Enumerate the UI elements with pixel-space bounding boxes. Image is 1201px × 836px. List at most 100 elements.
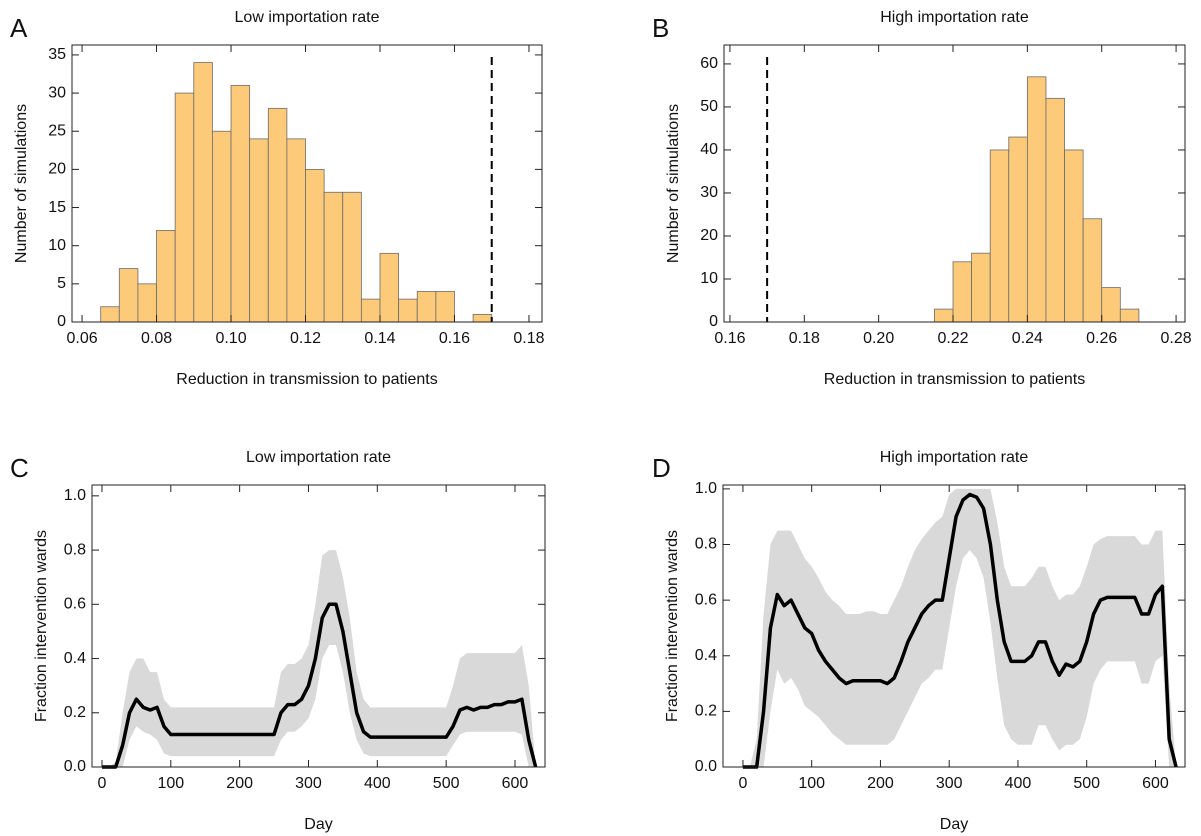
x-tick-label: 300: [295, 775, 322, 792]
y-tick-label: 1.0: [695, 480, 717, 497]
x-tick-label: 0.14: [364, 330, 395, 347]
x-tick-label: 100: [157, 775, 184, 792]
y-tick-label: 30: [700, 184, 718, 201]
bar: [323, 191, 344, 323]
y-tick-label: 25: [48, 122, 66, 139]
bar: [1064, 149, 1084, 323]
y-tick-label: 20: [48, 161, 66, 178]
y-tick-label: 0.0: [695, 758, 717, 775]
y-tick-label: 1.0: [64, 487, 86, 504]
x-tick-label: 0: [98, 775, 107, 792]
y-axis-label: Number of simulations: [665, 104, 682, 263]
bar: [379, 252, 400, 323]
x-tick-label: 0.22: [937, 330, 968, 347]
bar: [174, 92, 195, 323]
bar: [416, 291, 437, 323]
y-tick-label: 0.4: [64, 650, 86, 667]
y-axis-label: Number of simulations: [13, 104, 30, 263]
range-band: [742, 488, 1177, 767]
bar: [118, 268, 139, 323]
x-tick-label: 0.12: [290, 330, 321, 347]
bar: [342, 191, 362, 323]
panel-label: B: [652, 13, 669, 43]
panel-label: A: [10, 13, 28, 43]
x-tick-label: 200: [867, 775, 894, 792]
y-tick-label: 0.0: [64, 758, 86, 775]
x-tick-label: 200: [226, 775, 253, 792]
bar: [249, 138, 269, 323]
x-tick-label: 0.16: [714, 330, 745, 347]
y-tick-label: 10: [700, 270, 718, 287]
y-axis-label: Fraction intervention wards: [664, 530, 681, 722]
bar: [1101, 287, 1121, 323]
y-tick-label: 0: [57, 313, 66, 330]
x-tick-label: 0.18: [789, 330, 820, 347]
x-tick-label: 0.06: [66, 330, 97, 347]
mean-line: [742, 492, 1178, 769]
x-tick-label: 0.08: [141, 330, 172, 347]
y-tick-label: 30: [48, 84, 66, 101]
bar: [952, 261, 973, 323]
bar: [360, 298, 381, 323]
y-tick-label: 0.2: [64, 704, 86, 721]
chart-title: Low importation rate: [246, 449, 391, 466]
plot-frame: [722, 484, 1186, 768]
x-axis-label: Reduction in transmission to patients: [176, 371, 437, 388]
bar: [305, 168, 325, 323]
y-tick-label: 0.8: [695, 536, 717, 553]
x-tick-label: 0.26: [1086, 330, 1117, 347]
x-tick-label: 0.20: [863, 330, 894, 347]
bar: [137, 283, 157, 323]
y-tick-label: 50: [700, 98, 718, 115]
bar: [230, 85, 251, 323]
panel-label: D: [652, 453, 671, 483]
y-tick-label: 10: [48, 237, 66, 254]
x-tick-label: 600: [502, 775, 529, 792]
chart-title: High importation rate: [880, 9, 1029, 26]
x-tick-label: 500: [433, 775, 460, 792]
x-tick-label: 500: [1073, 775, 1100, 792]
x-tick-label: 0.24: [1012, 330, 1043, 347]
x-tick-label: 400: [1005, 775, 1032, 792]
plot-frame: [723, 44, 1186, 323]
x-axis-label: Day: [940, 816, 968, 833]
x-tick-label: 0.28: [1161, 330, 1192, 347]
chart-title: Low importation rate: [235, 9, 380, 26]
x-tick-label: 0.16: [439, 330, 470, 347]
bar: [100, 306, 120, 323]
y-axis-label: Fraction intervention wards: [33, 530, 50, 722]
bar: [267, 107, 288, 323]
x-tick-label: 300: [936, 775, 963, 792]
panel-label: C: [10, 453, 29, 483]
x-tick-label: 0.18: [513, 330, 544, 347]
bar: [286, 138, 306, 323]
y-tick-label: 20: [700, 227, 718, 244]
bar: [435, 291, 455, 323]
chart-title: High importation rate: [880, 449, 1029, 466]
x-tick-label: 400: [364, 775, 391, 792]
bar: [1026, 76, 1047, 323]
mean-line: [101, 602, 538, 769]
bar: [934, 308, 954, 323]
x-tick-label: 0.10: [215, 330, 246, 347]
y-tick-label: 0.4: [695, 647, 717, 664]
y-tick-label: 40: [700, 141, 718, 158]
bar: [398, 298, 418, 323]
y-tick-label: 0.6: [695, 591, 717, 608]
range-band: [101, 550, 536, 767]
bar: [1045, 97, 1065, 323]
x-axis-label: Reduction in transmission to patients: [824, 371, 1085, 388]
bar: [971, 252, 991, 323]
plot-frame: [91, 484, 546, 768]
bar: [1008, 136, 1028, 323]
y-tick-label: 60: [700, 55, 718, 72]
x-tick-label: 100: [798, 775, 825, 792]
y-tick-label: 5: [57, 275, 66, 292]
bar: [212, 130, 232, 323]
plot-frame: [71, 44, 543, 323]
y-tick-label: 0.6: [64, 596, 86, 613]
bar: [1082, 218, 1103, 323]
y-tick-label: 35: [48, 46, 66, 63]
y-tick-label: 15: [48, 199, 66, 216]
